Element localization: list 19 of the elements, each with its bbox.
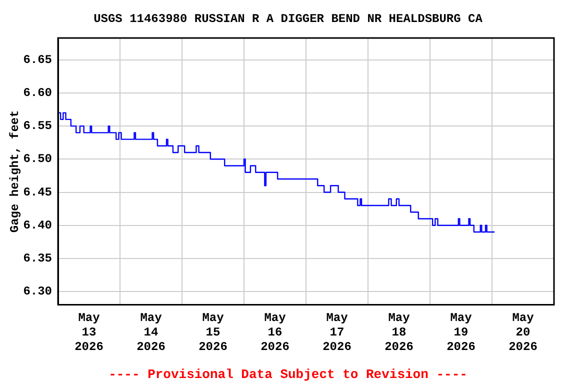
text: ---- Provisional Data Subject to Revision ----: [108, 367, 468, 382]
x-tick-label: May 20 2026: [508, 311, 538, 354]
y-axis-title: Gage height, feet: [8, 110, 22, 233]
x-tick-label: May 15 2026: [198, 311, 228, 354]
y-tick-label: 6.50: [23, 152, 52, 166]
x-tick-label: May 18 2026: [384, 311, 414, 354]
x-tick-label: May 14 2026: [136, 311, 166, 354]
y-tick-label: 6.35: [23, 251, 52, 266]
y-tick-label: 6.60: [23, 86, 52, 100]
x-tick-label: May 19 2026: [446, 311, 476, 354]
y-tick-label: 6.30: [23, 284, 52, 299]
chart-title: USGS 11463980 RUSSIAN R A DIGGER BEND NR HEALDSBURG CA: [92, 12, 484, 26]
y-tick-label: 6.65: [23, 52, 52, 67]
x-tick-label: May 17 2026: [322, 311, 352, 354]
y-tick-label: 6.55: [23, 119, 52, 134]
y-tick-label: 6.40: [23, 218, 52, 232]
y-tick-label: 6.45: [23, 185, 52, 200]
x-tick-label: May 13 2026: [74, 311, 104, 354]
x-tick-label: May 16 2026: [260, 311, 290, 354]
